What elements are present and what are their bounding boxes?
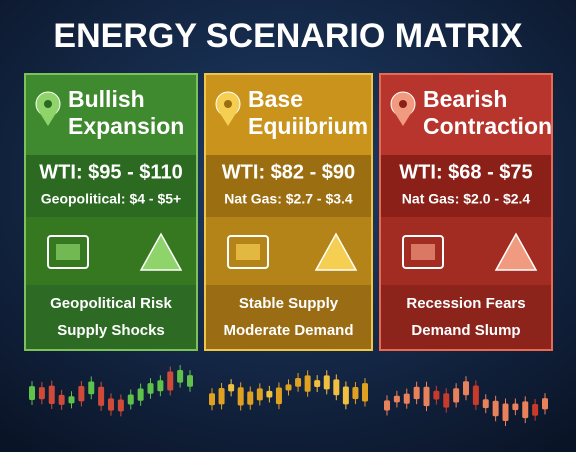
candle-body xyxy=(266,390,273,398)
marker-icon xyxy=(399,100,407,108)
scenario-name: Base xyxy=(248,86,303,112)
candle-body xyxy=(127,394,134,405)
driver: Stable Supply xyxy=(239,295,339,312)
candle-body xyxy=(218,387,225,405)
icon-left xyxy=(56,244,80,260)
candle-body xyxy=(492,400,499,417)
candle-body xyxy=(532,404,539,416)
candle-body xyxy=(29,386,35,401)
marker-icon xyxy=(224,100,232,108)
marker-icon xyxy=(393,110,413,126)
candle-body xyxy=(98,386,105,406)
candle-body xyxy=(393,395,400,403)
candle-body xyxy=(237,387,244,406)
wti-range: WTI: $95 - $110 xyxy=(39,161,182,183)
panel-prices xyxy=(206,155,371,217)
gas-range: Geopolitical: $4 - $5+ xyxy=(41,191,181,207)
candle-body xyxy=(108,398,114,411)
candle-body xyxy=(413,386,420,400)
candle-body xyxy=(512,403,519,411)
candle-body xyxy=(247,391,254,405)
candle-body xyxy=(403,393,410,404)
icon-right xyxy=(494,232,538,271)
icon-left xyxy=(411,244,435,260)
candle-body xyxy=(333,379,340,396)
candle-body xyxy=(38,387,45,400)
gas-range: Nat Gas: $2.7 - $3.4 xyxy=(224,191,353,207)
candle-body xyxy=(209,393,215,406)
wti-range: WTI: $82 - $90 xyxy=(222,161,355,183)
scenario-name: Equiibrium xyxy=(248,113,368,139)
candle-body xyxy=(137,388,144,401)
scenario-name: Expansion xyxy=(68,113,184,139)
candle-body xyxy=(463,381,469,396)
marker-icon xyxy=(44,100,52,108)
icon-left xyxy=(47,235,89,269)
candle-body xyxy=(433,390,440,400)
candle-body xyxy=(362,383,368,402)
scenario-name: Contraction xyxy=(423,113,552,139)
driver: Geopolitical Risk xyxy=(50,295,172,312)
candle-body xyxy=(275,387,282,405)
candle-body xyxy=(228,384,235,392)
panel-drivers xyxy=(206,285,371,349)
marker-icon xyxy=(218,110,238,126)
candle-body xyxy=(384,400,390,411)
candle-body xyxy=(177,369,184,383)
candle-body xyxy=(157,380,164,392)
candle-body xyxy=(256,388,263,401)
panel-drivers xyxy=(381,285,551,349)
driver: Moderate Demand xyxy=(223,322,353,339)
driver: Recession Fears xyxy=(406,295,525,312)
panel-prices xyxy=(381,155,551,217)
candle-body xyxy=(314,380,321,388)
icon-left xyxy=(236,244,260,260)
candle-body xyxy=(472,385,479,406)
candle-body xyxy=(167,371,174,391)
candle-body xyxy=(542,398,548,410)
candle-body xyxy=(522,401,529,419)
title: ENERGY SCENARIO MATRIX xyxy=(53,17,522,55)
scenario-name: Bullish xyxy=(68,86,145,112)
panel-prices xyxy=(26,155,196,217)
gas-range: Nat Gas: $2.0 - $2.4 xyxy=(402,191,531,207)
panel-drivers xyxy=(26,285,196,349)
candle-body xyxy=(285,384,292,391)
wti-range: WTI: $68 - $75 xyxy=(399,161,532,183)
candle-body xyxy=(423,386,430,407)
candle-body xyxy=(304,375,311,392)
candle-body xyxy=(88,381,95,395)
candle-body xyxy=(78,385,85,402)
icon-right xyxy=(139,232,183,271)
scenario-name: Bearish xyxy=(423,86,507,112)
candle-body xyxy=(295,377,302,387)
marker-icon xyxy=(38,110,58,126)
candle-body xyxy=(453,388,460,403)
candle-body xyxy=(68,396,75,404)
driver: Demand Slump xyxy=(411,322,520,339)
candle-body xyxy=(48,385,55,404)
candle-body xyxy=(443,393,450,408)
candle-body xyxy=(323,375,330,390)
icon-right xyxy=(314,232,358,271)
candle-body xyxy=(352,387,359,400)
driver: Supply Shocks xyxy=(57,322,165,339)
candle-body xyxy=(117,399,124,412)
icon-left xyxy=(402,235,444,269)
candle-body xyxy=(147,383,154,394)
icon-left xyxy=(227,235,269,269)
candle-body xyxy=(482,399,489,409)
candle-body xyxy=(187,375,193,387)
candle-body xyxy=(502,403,509,422)
candle-body xyxy=(58,394,65,405)
candle-body xyxy=(342,386,349,405)
